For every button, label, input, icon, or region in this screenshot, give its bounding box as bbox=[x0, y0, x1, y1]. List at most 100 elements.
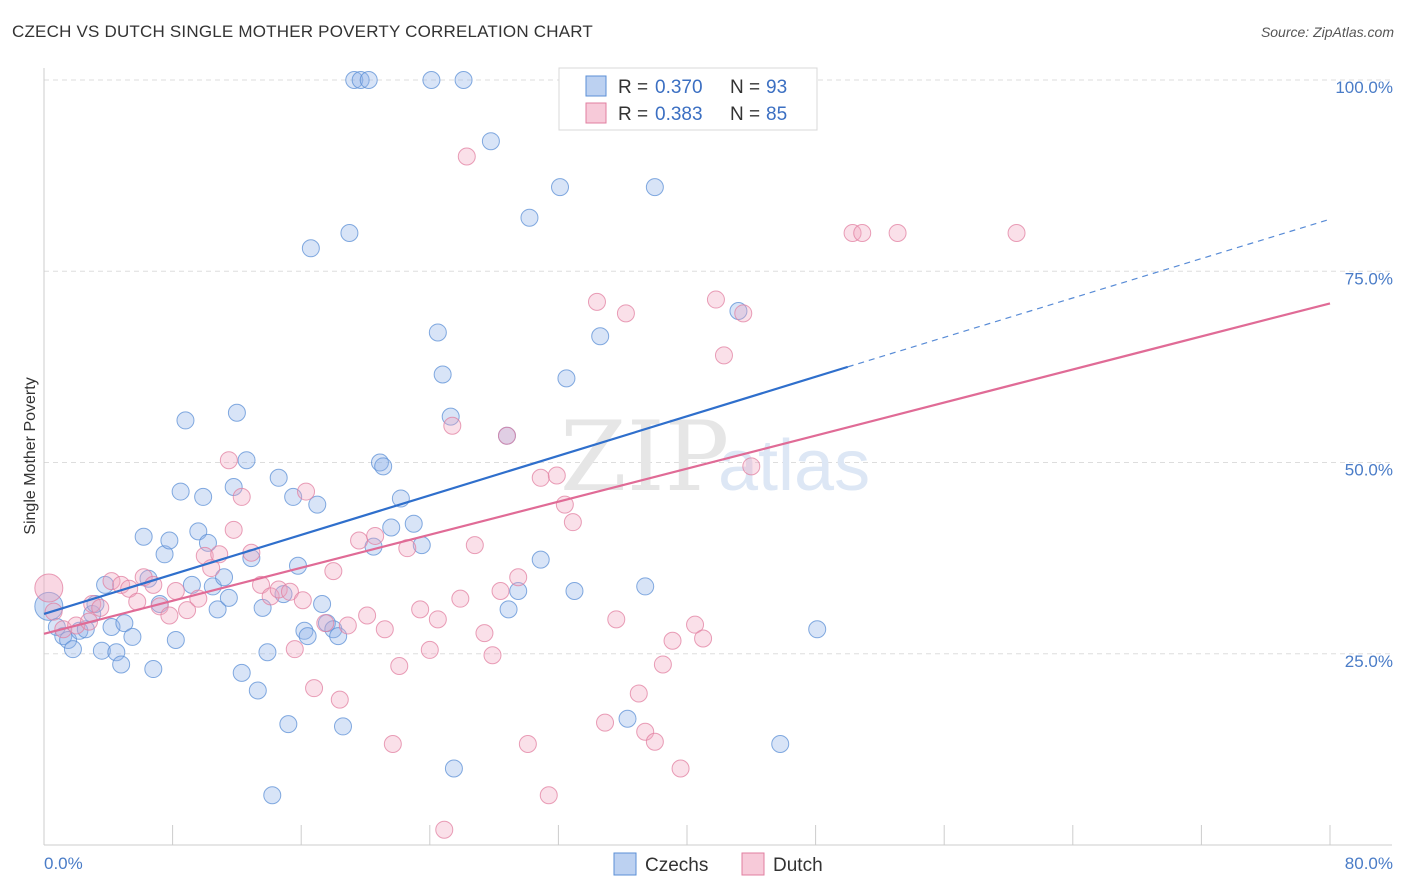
chart-source: Source: ZipAtlas.com bbox=[1260, 24, 1394, 40]
legend-r-label: R = bbox=[618, 104, 648, 125]
y-tick-label: 100.0% bbox=[1335, 78, 1393, 97]
point-dutch bbox=[34, 573, 64, 603]
point-dutch bbox=[411, 600, 430, 619]
y-tick-label: 25.0% bbox=[1345, 652, 1393, 671]
legend-n-label: N = bbox=[730, 77, 760, 98]
point-dutch bbox=[219, 451, 238, 470]
point-dutch bbox=[1007, 224, 1026, 242]
point-czechs bbox=[591, 327, 610, 346]
point-dutch bbox=[587, 292, 606, 311]
point-dutch bbox=[350, 531, 369, 550]
point-dutch bbox=[888, 224, 907, 242]
point-dutch bbox=[428, 610, 447, 629]
point-czechs bbox=[237, 451, 256, 470]
point-czechs bbox=[382, 518, 401, 537]
point-czechs bbox=[771, 735, 790, 754]
point-czechs bbox=[92, 641, 111, 660]
y-tick-label: 75.0% bbox=[1345, 269, 1393, 288]
point-dutch bbox=[366, 526, 385, 545]
point-czechs bbox=[160, 531, 179, 550]
point-czechs bbox=[194, 487, 213, 506]
point-czechs bbox=[208, 600, 227, 619]
point-dutch bbox=[645, 732, 664, 751]
point-czechs bbox=[115, 614, 134, 633]
point-dutch bbox=[330, 690, 349, 709]
point-czechs bbox=[645, 178, 664, 197]
watermark: ZIP atlas bbox=[560, 401, 870, 513]
trend-line-czechs-extension bbox=[847, 218, 1331, 368]
watermark-atlas: atlas bbox=[718, 426, 870, 506]
point-dutch bbox=[596, 713, 615, 732]
legend-n-value: 85 bbox=[766, 104, 787, 125]
point-czechs bbox=[428, 323, 447, 342]
point-dutch bbox=[531, 468, 550, 487]
point-dutch bbox=[91, 598, 110, 617]
point-czechs bbox=[444, 759, 463, 778]
point-dutch bbox=[734, 304, 753, 323]
point-dutch bbox=[518, 735, 537, 754]
point-czechs bbox=[636, 577, 655, 596]
point-dutch bbox=[483, 646, 502, 665]
point-dutch bbox=[338, 616, 357, 635]
point-czechs bbox=[499, 600, 518, 619]
point-dutch bbox=[616, 304, 635, 323]
point-czechs bbox=[374, 457, 393, 476]
data-points bbox=[34, 71, 1026, 839]
point-dutch bbox=[465, 536, 484, 555]
point-dutch bbox=[224, 520, 243, 539]
point-czechs bbox=[248, 681, 267, 700]
point-czechs bbox=[422, 71, 441, 89]
point-dutch bbox=[653, 655, 672, 674]
point-czechs bbox=[112, 655, 131, 674]
point-czechs bbox=[454, 71, 473, 89]
point-dutch bbox=[694, 629, 713, 648]
point-czechs bbox=[441, 407, 460, 426]
point-czechs bbox=[531, 550, 550, 569]
point-dutch bbox=[742, 457, 761, 476]
point-dutch bbox=[843, 224, 862, 242]
point-czechs bbox=[340, 224, 359, 242]
point-czechs bbox=[166, 630, 185, 649]
chart-title: CZECH VS DUTCH SINGLE MOTHER POVERTY COR… bbox=[12, 22, 594, 41]
point-dutch bbox=[563, 513, 582, 532]
legend-n-value: 93 bbox=[766, 77, 787, 98]
bottom-legend-swatch bbox=[741, 852, 765, 876]
point-dutch bbox=[280, 582, 299, 601]
bottom-legend: Czechs Dutch bbox=[613, 852, 823, 876]
point-czechs bbox=[155, 545, 174, 564]
point-dutch bbox=[706, 290, 725, 309]
gridlines bbox=[44, 79, 1392, 655]
point-dutch bbox=[102, 572, 121, 591]
point-czechs bbox=[215, 568, 234, 587]
point-dutch bbox=[491, 582, 510, 601]
legend-n-label: N = bbox=[730, 104, 760, 125]
axes: 25.0% 50.0% 75.0% 100.0% 0.0% 80.0% bbox=[43, 68, 1393, 873]
legend-swatch bbox=[585, 102, 607, 124]
point-czechs bbox=[63, 640, 82, 659]
point-czechs bbox=[189, 522, 208, 541]
x-tick-label: 0.0% bbox=[44, 854, 83, 873]
point-dutch bbox=[547, 466, 566, 485]
point-czechs bbox=[232, 663, 251, 682]
point-dutch bbox=[160, 606, 179, 625]
trend-line-czechs bbox=[43, 365, 849, 616]
point-dutch bbox=[607, 610, 626, 629]
point-czechs bbox=[565, 582, 584, 601]
point-dutch bbox=[443, 416, 462, 435]
point-czechs bbox=[509, 582, 528, 601]
trend-line-dutch bbox=[43, 302, 1331, 635]
point-dutch bbox=[509, 568, 528, 587]
y-axis-title: Single Mother Poverty bbox=[22, 377, 39, 534]
point-dutch bbox=[853, 224, 872, 242]
point-czechs bbox=[520, 208, 539, 227]
point-czechs bbox=[171, 482, 190, 501]
point-czechs bbox=[433, 365, 452, 384]
point-czechs bbox=[618, 709, 637, 728]
point-czechs bbox=[263, 786, 282, 805]
point-dutch bbox=[714, 346, 733, 365]
point-czechs bbox=[551, 178, 570, 197]
point-czechs bbox=[298, 627, 317, 646]
point-dutch bbox=[475, 624, 494, 643]
legend-r-label: R = bbox=[618, 77, 648, 98]
